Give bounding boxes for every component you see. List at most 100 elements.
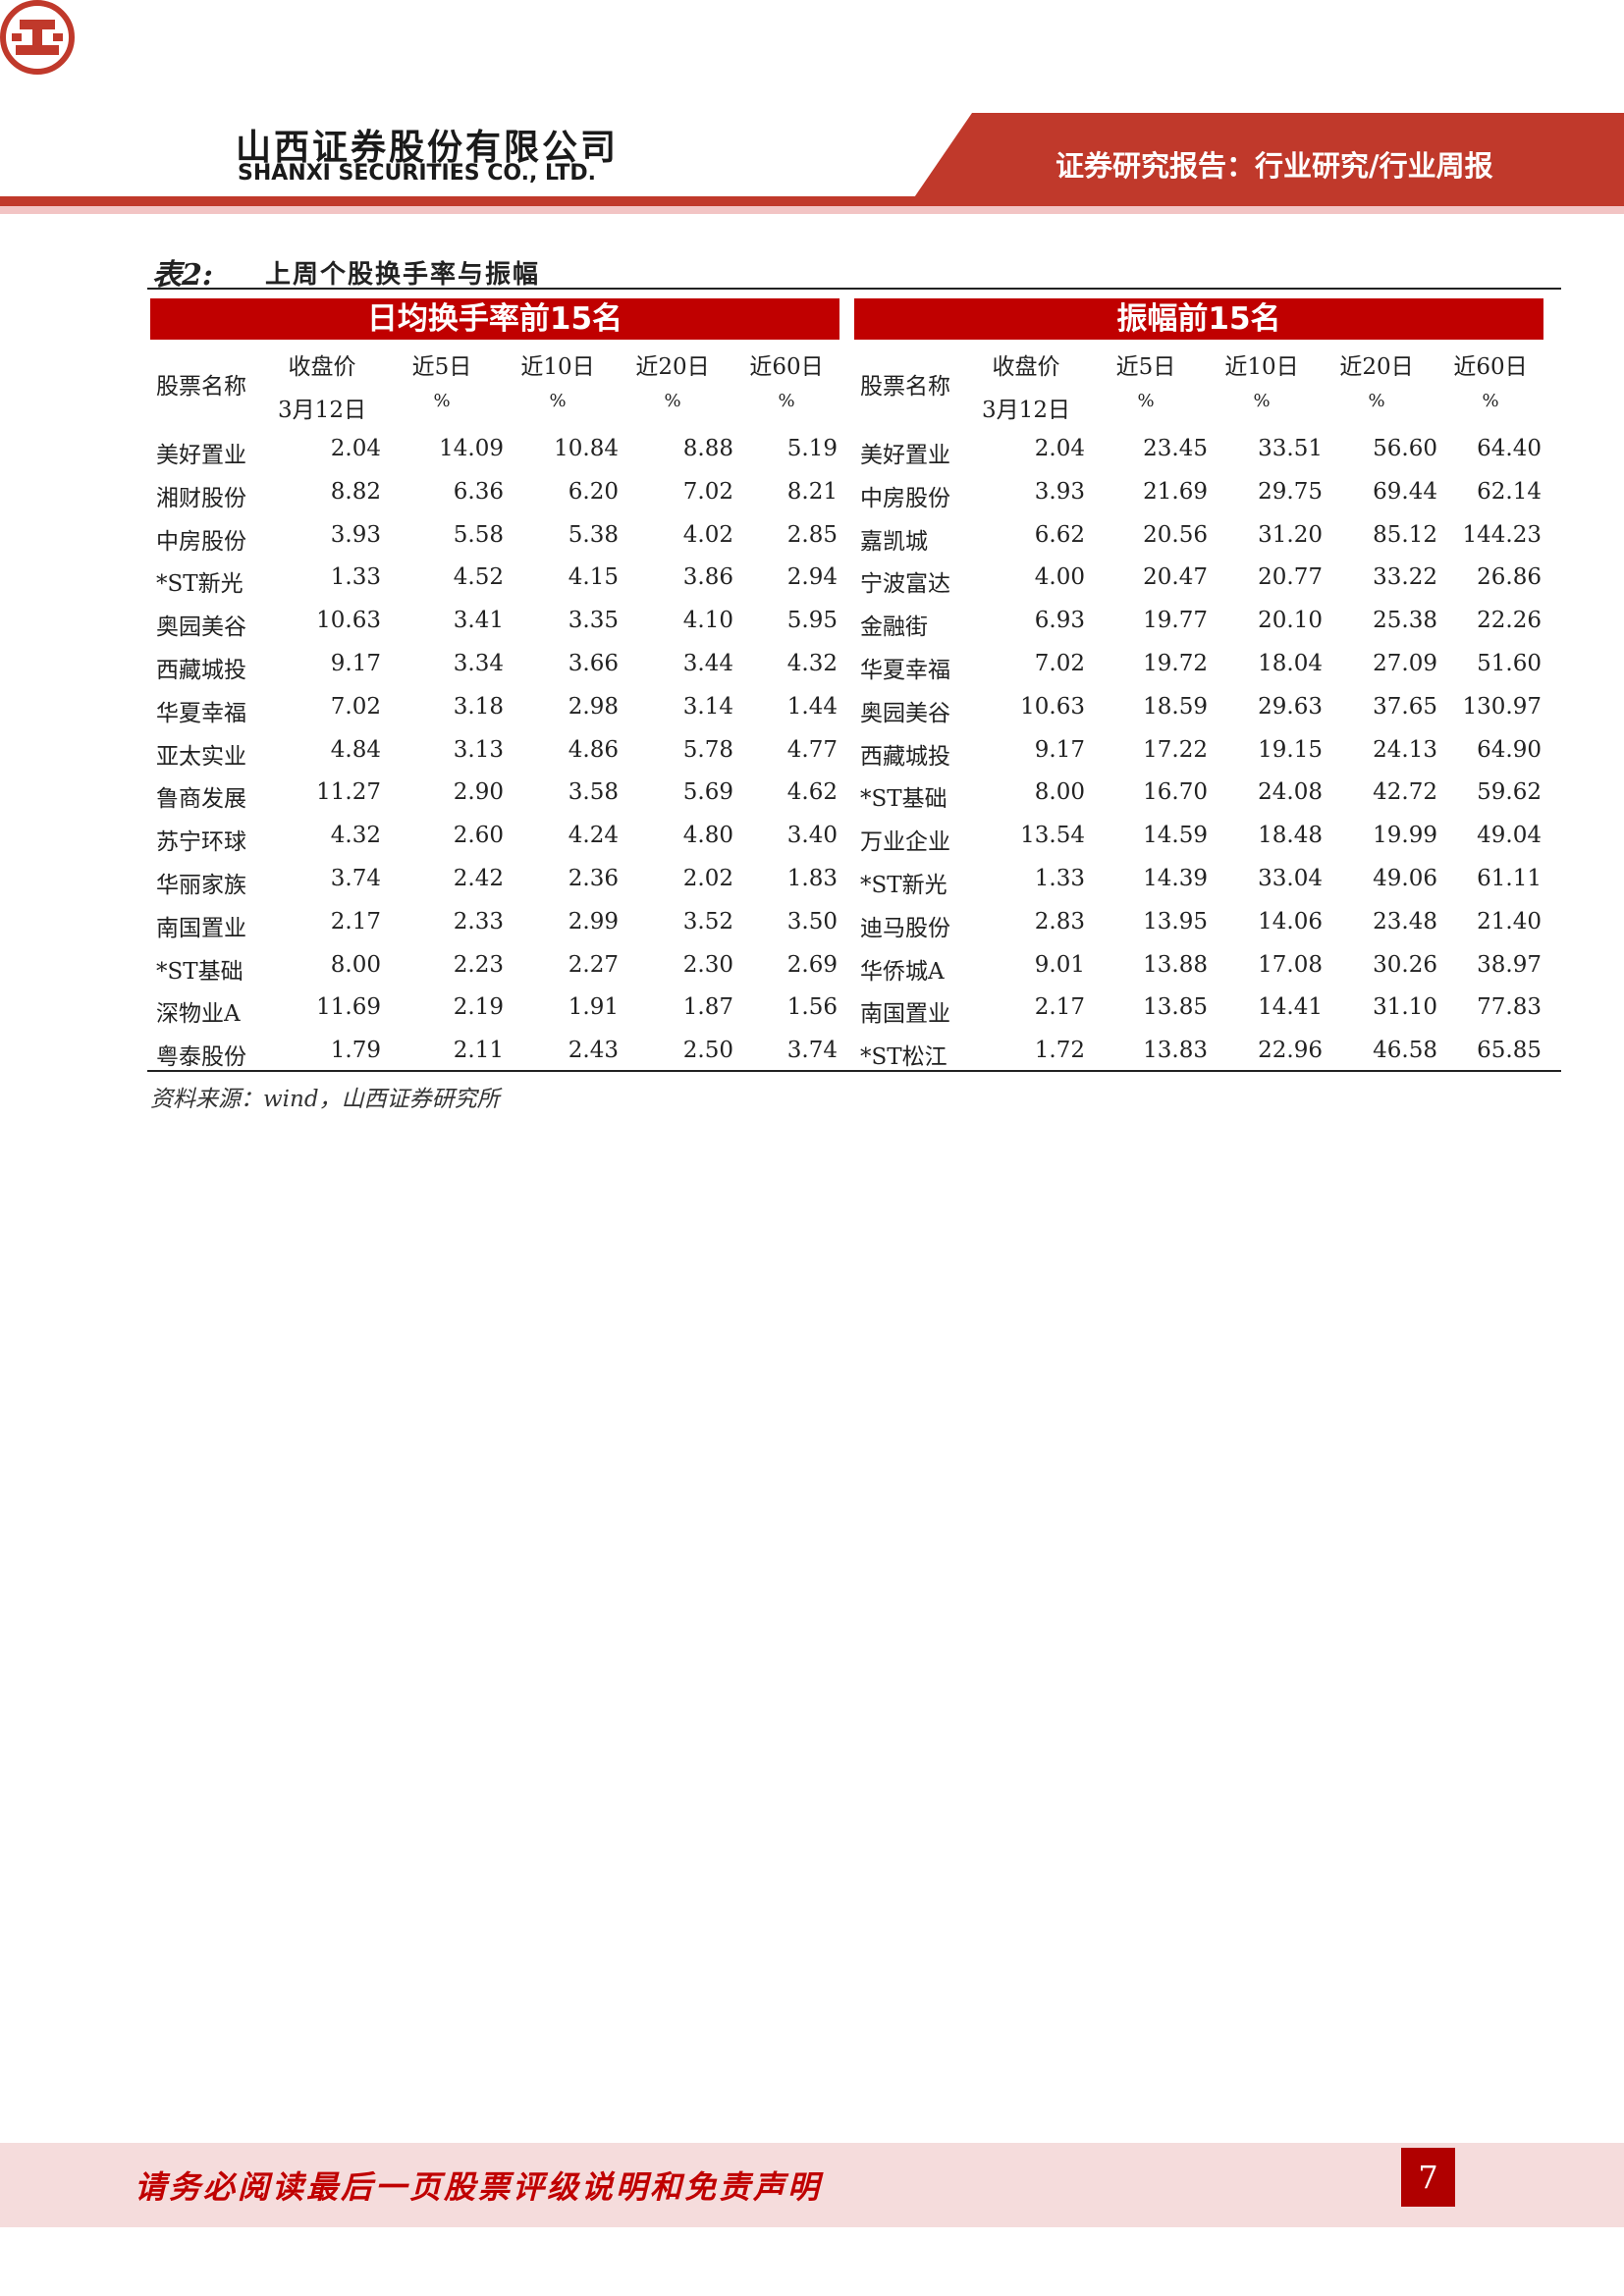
column-header-price: 收盘价 [992, 354, 1060, 380]
header-decoration [0, 113, 1624, 214]
value-cell: 21.69 [1143, 478, 1208, 505]
value-cell: 2.30 [682, 951, 733, 978]
source-note: 资料来源：wind，山西证券研究所 [150, 1087, 500, 1112]
value-cell: 8.88 [682, 436, 733, 461]
value-cell: 33.22 [1373, 564, 1437, 591]
value-cell: 24.08 [1258, 779, 1323, 806]
header-banner-shape [908, 113, 1624, 206]
column-header-d20: 近20日 [635, 354, 710, 380]
value-cell: 20.10 [1258, 608, 1323, 634]
stock-name-cell: 万业企业 [860, 829, 950, 856]
value-cell: 29.75 [1258, 478, 1323, 505]
value-cell: 14.09 [439, 436, 504, 461]
turnover-table: 日均换手率前15名 股票名称 收盘价 近5日 近10日 近20日 近60日 3月12日%%%… [150, 298, 839, 1070]
column-header-name: 股票名称 [860, 374, 950, 400]
value-cell: 13.85 [1143, 994, 1208, 1021]
value-cell: 19.77 [1143, 608, 1208, 634]
company-name-cn: 山西证券股份有限公司 [236, 128, 620, 168]
value-cell: 2.17 [1034, 994, 1085, 1021]
value-cell: 21.40 [1477, 908, 1542, 934]
value-cell: 4.00 [1034, 564, 1085, 591]
stock-name-cell: 南国置业 [156, 915, 246, 941]
stock-name-cell: 华侨城A [860, 958, 945, 985]
value-cell: 9.01 [1034, 951, 1085, 978]
value-cell: 18.59 [1143, 693, 1208, 720]
value-cell: 144.23 [1462, 521, 1542, 548]
value-cell: 14.39 [1143, 866, 1208, 891]
value-cell: 65.85 [1477, 1038, 1542, 1064]
value-cell: 2.04 [1034, 436, 1085, 461]
stock-name-cell: 嘉凯城 [860, 528, 928, 555]
value-cell: 37.65 [1373, 693, 1437, 720]
value-cell: 51.60 [1477, 651, 1542, 676]
value-cell: 59.62 [1477, 779, 1542, 806]
value-cell: 42.72 [1373, 779, 1437, 806]
value-cell: 31.10 [1373, 994, 1437, 1021]
value-cell: 61.11 [1477, 866, 1542, 891]
value-cell: 130.97 [1462, 693, 1542, 720]
value-cell: 33.51 [1258, 436, 1323, 461]
value-cell: 2.90 [453, 779, 504, 806]
value-cell: 4.77 [786, 736, 838, 763]
value-cell: 2.11 [453, 1038, 504, 1064]
company-name-en: SHANXI SECURITIES CO., LTD. [238, 161, 596, 186]
value-cell: 4.10 [682, 608, 733, 634]
column-header-d60: 近60日 [749, 354, 824, 380]
value-cell: 2.99 [568, 908, 619, 934]
value-cell: 3.74 [786, 1038, 838, 1064]
value-cell: 33.04 [1258, 866, 1323, 891]
turnover-table-banner: 日均换手率前15名 [150, 298, 839, 340]
value-cell: 3.18 [453, 693, 504, 720]
value-cell: 3.52 [682, 908, 733, 934]
stock-name-cell: 中房股份 [860, 485, 950, 511]
value-cell: 8.21 [786, 478, 838, 505]
value-cell: 5.58 [453, 521, 504, 548]
value-cell: 1.56 [786, 994, 838, 1021]
value-cell: 2.17 [330, 908, 381, 934]
value-cell: 3.50 [786, 908, 838, 934]
column-header-price: 收盘价 [288, 354, 356, 380]
value-cell: 4.52 [453, 564, 504, 591]
value-cell: 7.02 [330, 693, 381, 720]
value-cell: 1.44 [786, 693, 838, 720]
table-caption-label: 表2: [152, 258, 213, 293]
value-cell: 1.72 [1034, 1038, 1085, 1064]
value-cell: 3.34 [453, 651, 504, 676]
value-cell: 11.69 [316, 994, 381, 1021]
value-cell: 5.78 [682, 736, 733, 763]
value-cell: 9.17 [1034, 736, 1085, 763]
column-header-price-date: 3月12日 [982, 398, 1070, 423]
value-cell: 2.19 [453, 994, 504, 1021]
value-cell: 6.36 [453, 478, 504, 505]
value-cell: 1.83 [786, 866, 838, 891]
column-header-d5: 近5日 [411, 354, 472, 380]
column-header-d10: 近10日 [520, 354, 595, 380]
stock-name-cell: 西藏城投 [860, 743, 950, 770]
value-cell: 4.86 [568, 736, 619, 763]
value-cell: 46.58 [1373, 1038, 1437, 1064]
value-cell: 4.80 [682, 823, 733, 849]
value-cell: 22.26 [1477, 608, 1542, 634]
amplitude-table-banner: 振幅前15名 [854, 298, 1543, 340]
value-cell: 13.83 [1143, 1038, 1208, 1064]
value-cell: 2.94 [786, 564, 838, 591]
value-cell: 2.69 [786, 951, 838, 978]
value-cell: 64.40 [1477, 436, 1542, 461]
value-cell: 9.17 [330, 651, 381, 676]
value-cell: 23.45 [1143, 436, 1208, 461]
value-cell: 3.66 [568, 651, 619, 676]
value-cell: 4.24 [568, 823, 619, 849]
stock-name-cell: 华丽家族 [156, 873, 246, 898]
column-header-price-date: 3月12日 [278, 398, 366, 423]
column-header-unit: % [664, 391, 681, 411]
column-header-unit: % [1482, 391, 1499, 411]
value-cell: 1.79 [330, 1038, 381, 1064]
value-cell: 38.97 [1477, 951, 1542, 978]
value-cell: 30.26 [1373, 951, 1437, 978]
value-cell: 85.12 [1373, 521, 1437, 548]
value-cell: 14.59 [1143, 823, 1208, 849]
value-cell: 3.86 [682, 564, 733, 591]
value-cell: 22.96 [1258, 1038, 1323, 1064]
header-pink-rule [0, 206, 1624, 214]
value-cell: 4.84 [330, 736, 381, 763]
